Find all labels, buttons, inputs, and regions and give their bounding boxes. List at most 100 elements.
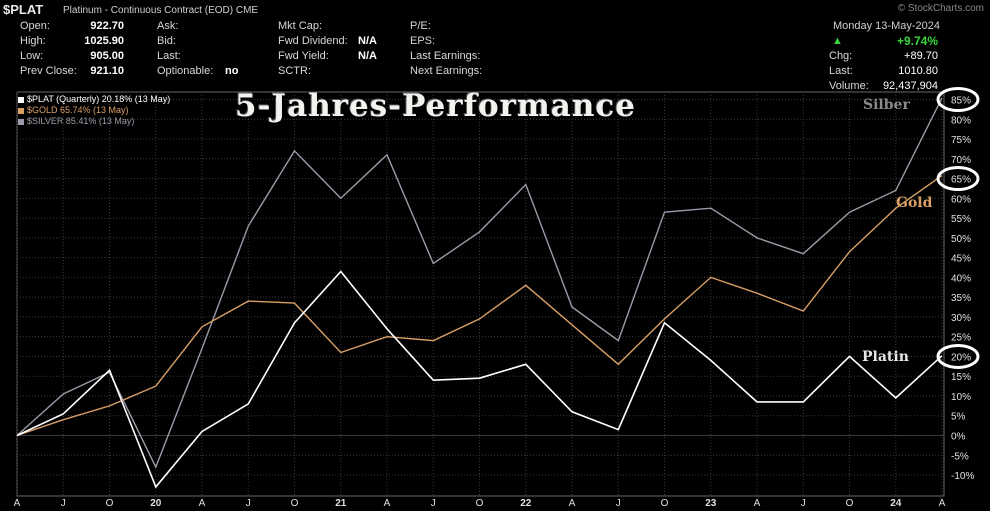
x-tick-label: O bbox=[291, 498, 299, 509]
x-tick-label: 24 bbox=[890, 498, 902, 509]
y-tick-label: 15% bbox=[951, 372, 971, 383]
x-tick-label: O bbox=[476, 498, 484, 509]
volume-label: Volume: bbox=[829, 80, 869, 92]
headline: 5-Jahres-Performance bbox=[235, 88, 637, 124]
y-tick-label: 50% bbox=[951, 234, 971, 245]
label-platin: Platin bbox=[862, 349, 909, 365]
x-tick-label: J bbox=[61, 498, 66, 509]
legend: $PLAT (Quarterly) 20.18% (13 May) $GOLD … bbox=[18, 94, 170, 127]
grid-lines bbox=[16, 91, 945, 497]
x-tick-label: A bbox=[384, 498, 391, 509]
x-tick-label: 20 bbox=[150, 498, 162, 509]
prev-close-value: 921.10 bbox=[90, 65, 124, 77]
fwd-dividend-value: N/A bbox=[358, 35, 377, 47]
up-arrow-icon: ▲ bbox=[832, 35, 843, 47]
quote-date: Monday 13-May-2024 bbox=[832, 20, 940, 32]
legend-text-gold: $GOLD 65.74% (13 May) bbox=[27, 105, 129, 115]
y-tick-label: 0% bbox=[951, 432, 966, 443]
y-tick-label: 75% bbox=[951, 135, 971, 146]
y-tick-label: 35% bbox=[951, 293, 971, 304]
y-tick-label: 10% bbox=[951, 392, 971, 403]
y-tick-label: 85% bbox=[951, 96, 971, 107]
legend-item-silver: $SILVER 85.41% (13 May) bbox=[18, 116, 170, 127]
x-tick-label: A bbox=[14, 498, 21, 509]
x-tick-label: J bbox=[431, 498, 436, 509]
open-value: 922.70 bbox=[90, 20, 124, 32]
y-tick-label: 70% bbox=[951, 155, 971, 166]
mktcap-label: Mkt Cap: bbox=[278, 20, 323, 32]
x-tick-label: 22 bbox=[520, 498, 532, 509]
next-earnings-label: Next Earnings: bbox=[410, 65, 483, 77]
last2-label: Last: bbox=[829, 65, 853, 77]
optionable-label: Optionable: bbox=[157, 65, 214, 77]
open-label: Open: bbox=[20, 20, 50, 32]
contract-description: Platinum - Continuous Contract (EOD) CME bbox=[63, 5, 258, 16]
series-line-plat bbox=[16, 270, 943, 489]
prev-close-label: Prev Close: bbox=[20, 65, 77, 77]
y-tick-label: 20% bbox=[951, 352, 971, 363]
legend-swatch-gold bbox=[18, 107, 24, 114]
legend-text-silver: $SILVER 85.41% (13 May) bbox=[27, 116, 135, 126]
highlight-circles bbox=[936, 87, 980, 369]
fwd-yield-value: N/A bbox=[358, 50, 377, 62]
label-silber: Silber bbox=[863, 97, 910, 113]
y-tick-label: 25% bbox=[951, 333, 971, 344]
x-tick-label: A bbox=[199, 498, 206, 509]
y-tick-label: 30% bbox=[951, 313, 971, 324]
low-label: Low: bbox=[20, 50, 44, 62]
y-tick-label: -5% bbox=[951, 451, 969, 462]
x-tick-label: O bbox=[661, 498, 669, 509]
y-tick-label: 55% bbox=[951, 214, 971, 225]
highlight-circle bbox=[936, 343, 980, 369]
pe-label: P/E: bbox=[410, 20, 431, 32]
y-axis-ticks: -10% -5% 0% 5% 10% 15% 20% 25% 30% 35% 40% 45% 50% 55… bbox=[951, 96, 974, 483]
last2-value: 1010.80 bbox=[898, 65, 938, 77]
legend-swatch-plat bbox=[18, 96, 24, 103]
last-label: Last: bbox=[157, 50, 181, 62]
optionable-value: no bbox=[225, 65, 239, 77]
y-tick-label: 65% bbox=[951, 175, 971, 186]
x-tick-label: A bbox=[754, 498, 761, 509]
exchange-text: CME bbox=[235, 5, 259, 16]
y-tick-label: 5% bbox=[951, 412, 966, 423]
chg-label: Chg: bbox=[829, 50, 853, 62]
x-tick-label: A bbox=[569, 498, 576, 509]
y-tick-label: -10% bbox=[951, 471, 974, 482]
x-tick-label: J bbox=[616, 498, 621, 509]
watermark: © StockCharts.com bbox=[897, 3, 984, 14]
series-lines bbox=[16, 97, 943, 489]
low-value: 905.00 bbox=[90, 50, 124, 62]
highlight-circle bbox=[936, 166, 980, 192]
x-axis-ticks: A J O 20 A J O 21 A J O 22 A J O 23 A J O 24 A bbox=[14, 498, 946, 509]
x-tick-label: O bbox=[846, 498, 854, 509]
high-value: 1025.90 bbox=[84, 35, 124, 47]
eps-label: EPS: bbox=[410, 35, 436, 47]
legend-item-gold: $GOLD 65.74% (13 May) bbox=[18, 105, 170, 116]
series-line-gold bbox=[16, 175, 943, 437]
y-tick-label: 45% bbox=[951, 254, 971, 265]
chg-value: +89.70 bbox=[904, 50, 938, 62]
high-label: High: bbox=[20, 35, 46, 47]
volume-value: 92,437,904 bbox=[882, 80, 938, 92]
y-tick-label: 60% bbox=[951, 194, 971, 205]
legend-swatch-silver bbox=[18, 118, 24, 125]
x-tick-label: 21 bbox=[335, 498, 347, 509]
x-tick-label: O bbox=[106, 498, 114, 509]
fwd-dividend-label: Fwd Dividend: bbox=[278, 35, 348, 47]
x-tick-label: A bbox=[939, 498, 946, 509]
description-text: Platinum - Continuous Contract (EOD) bbox=[63, 5, 234, 16]
symbol-title: $PLAT bbox=[3, 2, 44, 17]
sctr-label: SCTR: bbox=[278, 65, 311, 77]
label-gold: Gold bbox=[896, 195, 933, 211]
fwd-yield-label: Fwd Yield: bbox=[278, 50, 329, 62]
x-tick-label: J bbox=[246, 498, 251, 509]
x-tick-label: 23 bbox=[705, 498, 717, 509]
y-tick-label: 40% bbox=[951, 273, 971, 284]
series-line-silver bbox=[16, 97, 943, 469]
bid-label: Bid: bbox=[157, 35, 176, 47]
last-earnings-label: Last Earnings: bbox=[410, 50, 481, 62]
change-percent: +9.74% bbox=[896, 34, 938, 48]
legend-text-plat: $PLAT (Quarterly) 20.18% (13 May) bbox=[27, 94, 171, 104]
highlight-circle bbox=[936, 87, 980, 112]
